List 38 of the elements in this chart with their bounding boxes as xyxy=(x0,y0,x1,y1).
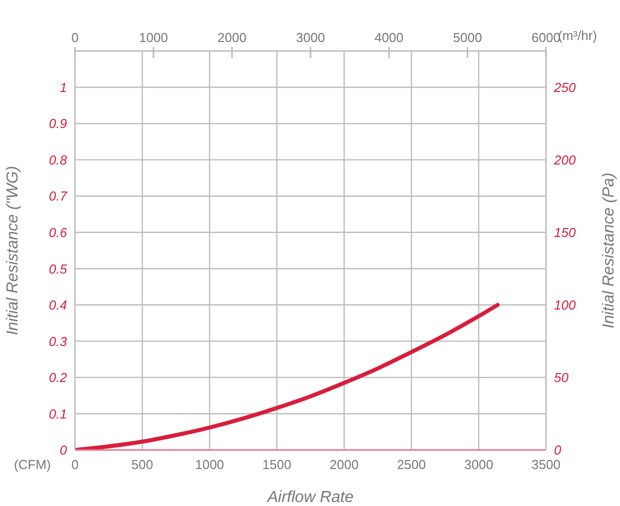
x2-tick-label: 2000 xyxy=(218,30,246,45)
x-tick-label: 1500 xyxy=(262,457,292,472)
x-tick-label: 2000 xyxy=(330,457,359,472)
x-tick-label: 1000 xyxy=(195,457,224,472)
x-tick-label: 3500 xyxy=(532,457,560,472)
x2-tick-label: 0 xyxy=(71,30,79,45)
y-tick-label: 0.1 xyxy=(48,406,67,422)
y2-tick-label: 100 xyxy=(554,298,576,313)
x-tick-label: 3000 xyxy=(464,457,494,472)
y2-tick-label: 250 xyxy=(553,80,576,95)
x-tick-label: 0 xyxy=(71,457,79,472)
y-tick-label: 0.8 xyxy=(48,152,68,168)
x2-tick-label: 6000 xyxy=(532,30,560,45)
line-series xyxy=(75,302,500,450)
x2-tick-label: 4000 xyxy=(374,30,404,45)
x-tick-label: 500 xyxy=(131,457,154,472)
x2-tick-label: 1000 xyxy=(139,30,168,45)
text: (CFM) xyxy=(14,457,51,472)
x2-tick-label: 3000 xyxy=(296,30,325,45)
y-tick-label: 0.5 xyxy=(48,261,68,276)
y-tick-label: 0.7 xyxy=(48,188,68,204)
y-axis-title: Initial Resistance ("WG) xyxy=(4,166,22,336)
x-tick-label: 2500 xyxy=(396,457,426,472)
y-tick-label: 0.9 xyxy=(48,116,67,132)
x2-tick-label: 5000 xyxy=(453,30,482,45)
y2-tick-label: 150 xyxy=(554,224,576,240)
y2-tick-label: 200 xyxy=(553,152,576,168)
y-tick-label: 0.3 xyxy=(48,334,68,349)
y-tick-label: 0.6 xyxy=(48,224,68,240)
y2-tick-label: 50 xyxy=(554,370,570,386)
x2-axis-title: (m³/hr) xyxy=(558,28,597,43)
y-tick-label: 1 xyxy=(60,80,67,95)
y-tick-label: 0.4 xyxy=(48,298,67,313)
y-tick-label: 0 xyxy=(60,442,68,458)
y2-tick-label: 0 xyxy=(554,442,562,458)
y-tick-label: 0.2 xyxy=(48,370,68,386)
y2-axis-title: Initial Resistance (Pa) xyxy=(600,172,618,328)
x-axis-title: Airflow Rate xyxy=(266,489,354,506)
